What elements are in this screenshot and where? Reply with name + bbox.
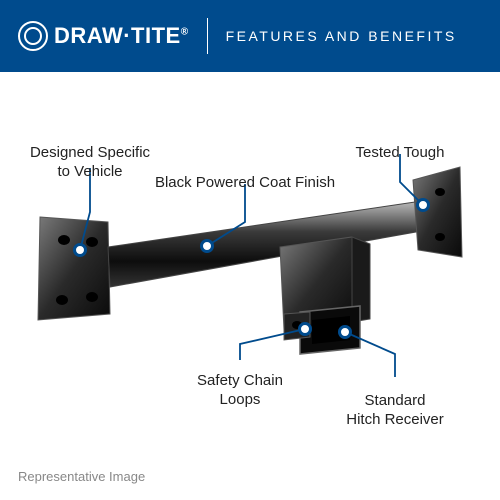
diagram-scene: Designed Specific to Vehicle Black Powere… bbox=[0, 72, 500, 500]
hitch-ball-icon bbox=[18, 21, 48, 51]
footer-caption: Representative Image bbox=[18, 469, 145, 484]
header-subtitle: FEATURES AND BENEFITS bbox=[226, 28, 457, 44]
hitch-illustration bbox=[0, 72, 500, 500]
brand-logo: DRAW·TITE® bbox=[18, 21, 189, 51]
header-bar: DRAW·TITE® FEATURES AND BENEFITS bbox=[0, 0, 500, 72]
header-divider bbox=[207, 18, 208, 54]
callout-tough: Tested Tough bbox=[356, 144, 445, 163]
marker-receiver bbox=[338, 325, 352, 339]
marker-finish bbox=[200, 239, 214, 253]
marker-tough bbox=[416, 198, 430, 212]
marker-chain bbox=[298, 322, 312, 336]
callout-finish: Black Powered Coat Finish bbox=[155, 174, 335, 193]
marker-designed bbox=[73, 243, 87, 257]
callout-receiver: Standard Hitch Receiver bbox=[346, 392, 444, 430]
callout-chain: Safety Chain Loops bbox=[197, 372, 283, 410]
callout-designed: Designed Specific to Vehicle bbox=[30, 144, 150, 182]
logo-text: DRAW·TITE® bbox=[54, 23, 189, 49]
